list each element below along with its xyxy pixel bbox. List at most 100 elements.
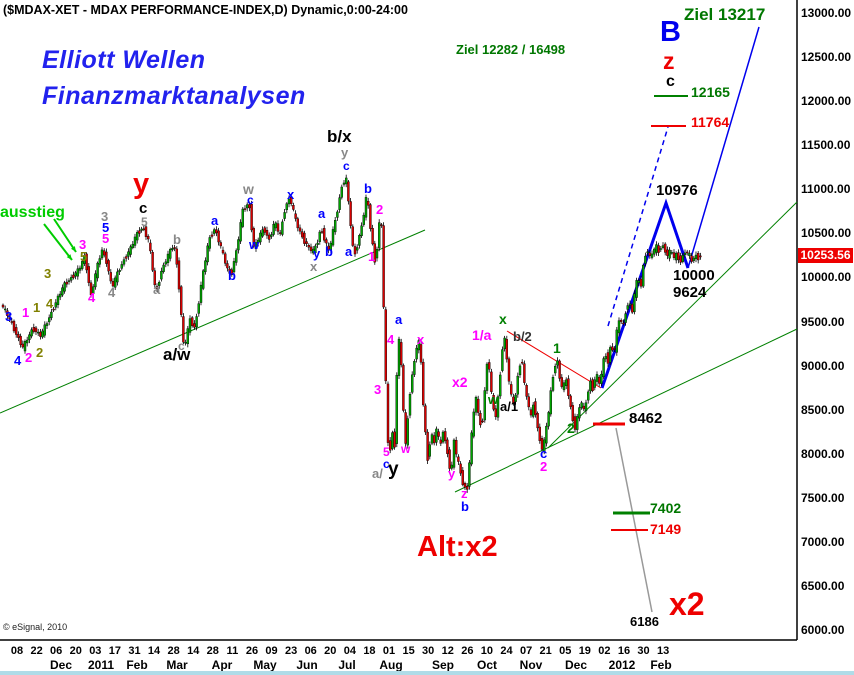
candle-body — [441, 431, 445, 443]
trendline-2010-support[interactable] — [0, 229, 426, 414]
candle-body — [567, 378, 570, 396]
candle-body — [131, 243, 135, 248]
candle-body — [459, 463, 462, 474]
x-axis-month-label: Sep — [431, 658, 455, 672]
candle-body — [305, 241, 308, 244]
wave-label: 4 — [108, 285, 116, 300]
candle-body — [314, 245, 317, 253]
wave-label: 4 — [88, 290, 96, 305]
candle-body — [26, 339, 29, 344]
level-8462-label: 8462 — [629, 410, 663, 427]
candle-body — [197, 303, 201, 314]
x-axis-day-label: 13 — [657, 645, 670, 657]
candle-body — [503, 337, 506, 350]
candle-body — [241, 208, 245, 227]
candle-body — [626, 305, 629, 310]
candle-body — [248, 204, 251, 209]
candle-body — [118, 270, 121, 272]
x-axis-day-label: 21 — [539, 645, 552, 657]
candle-body — [426, 431, 429, 461]
trendline-fan-lower[interactable] — [454, 328, 798, 493]
candle-body — [439, 439, 442, 444]
candle-body — [650, 253, 654, 258]
candle-body — [279, 232, 282, 234]
candle-body — [94, 273, 97, 288]
candle-body — [124, 256, 128, 259]
candle-body — [206, 245, 209, 263]
candle-body — [74, 272, 77, 277]
wave-label: x — [499, 311, 507, 327]
wave-label: 3 — [101, 209, 109, 224]
x-axis-month-label: Aug — [379, 658, 403, 672]
candle-body — [648, 252, 651, 256]
candle-body — [664, 243, 667, 253]
wave-label: 1 — [22, 305, 30, 320]
projection-channel-dashed[interactable] — [607, 126, 669, 327]
candle-body — [65, 281, 69, 285]
wave-label: 5 — [80, 249, 88, 264]
x-axis-month-label: Dec — [49, 658, 73, 672]
candle-body — [499, 374, 502, 397]
candle-body — [173, 247, 176, 249]
candle-body — [488, 362, 491, 370]
trendline-correction-red[interactable] — [506, 330, 602, 389]
candle-body — [615, 329, 618, 353]
wave-label: c — [139, 200, 148, 217]
candle-body — [494, 408, 497, 417]
candle-body — [138, 230, 141, 234]
candle-body — [210, 234, 214, 237]
candle-body — [63, 282, 66, 292]
candle-body — [681, 255, 684, 262]
candle-body — [584, 402, 588, 412]
candle-body — [230, 269, 234, 275]
candle-body — [642, 265, 645, 287]
candle-body — [611, 346, 614, 351]
candle-body — [362, 214, 365, 225]
candle-body — [109, 272, 113, 282]
trendline-fan-upper[interactable] — [547, 201, 798, 449]
candle-body — [360, 225, 363, 237]
candle-body — [538, 426, 541, 441]
candle-body — [562, 382, 566, 391]
projection-impulse-line[interactable] — [600, 198, 690, 389]
wave-label: a — [153, 282, 161, 297]
candle-body — [98, 258, 102, 265]
candle-body — [580, 402, 583, 408]
candle-body — [622, 322, 625, 325]
candle-body — [329, 242, 332, 251]
candle-body — [96, 262, 99, 279]
wave-label: 2 — [36, 345, 44, 360]
candle-body — [338, 197, 341, 210]
candle-body — [323, 228, 326, 241]
candle-body — [380, 224, 383, 226]
candle-body — [17, 334, 20, 338]
candle-body — [162, 264, 165, 272]
candle-body — [492, 395, 495, 410]
candle-body — [85, 253, 88, 271]
candle-body — [446, 439, 449, 454]
x-axis-day-label: 04 — [343, 645, 356, 657]
x-axis-month-label: Apr — [211, 658, 233, 672]
wave-c-label: c — [666, 73, 675, 90]
candle-body — [646, 251, 649, 253]
candle-body — [466, 486, 469, 490]
x-axis-day-label: 18 — [363, 645, 376, 657]
candle-body — [540, 438, 544, 450]
x-axis-day-label: 09 — [265, 645, 278, 657]
level-9624-label: 9624 — [673, 284, 707, 301]
x-axis-day-label: 10 — [480, 645, 494, 657]
candle-body — [450, 464, 453, 469]
y-axis-tick-label: 6000.00 — [801, 623, 845, 637]
candle-body — [609, 347, 612, 363]
candle-body — [655, 244, 658, 253]
projection-alt-x2-gray[interactable] — [615, 427, 653, 613]
candle-body — [697, 253, 700, 261]
x-axis-month-label: May — [253, 658, 277, 672]
candle-body — [419, 344, 423, 363]
wave-label: a/1 — [500, 399, 519, 414]
candle-body — [404, 412, 407, 444]
projection-target-line[interactable] — [687, 26, 760, 269]
candle-body — [518, 365, 522, 376]
candle-body — [252, 228, 256, 247]
